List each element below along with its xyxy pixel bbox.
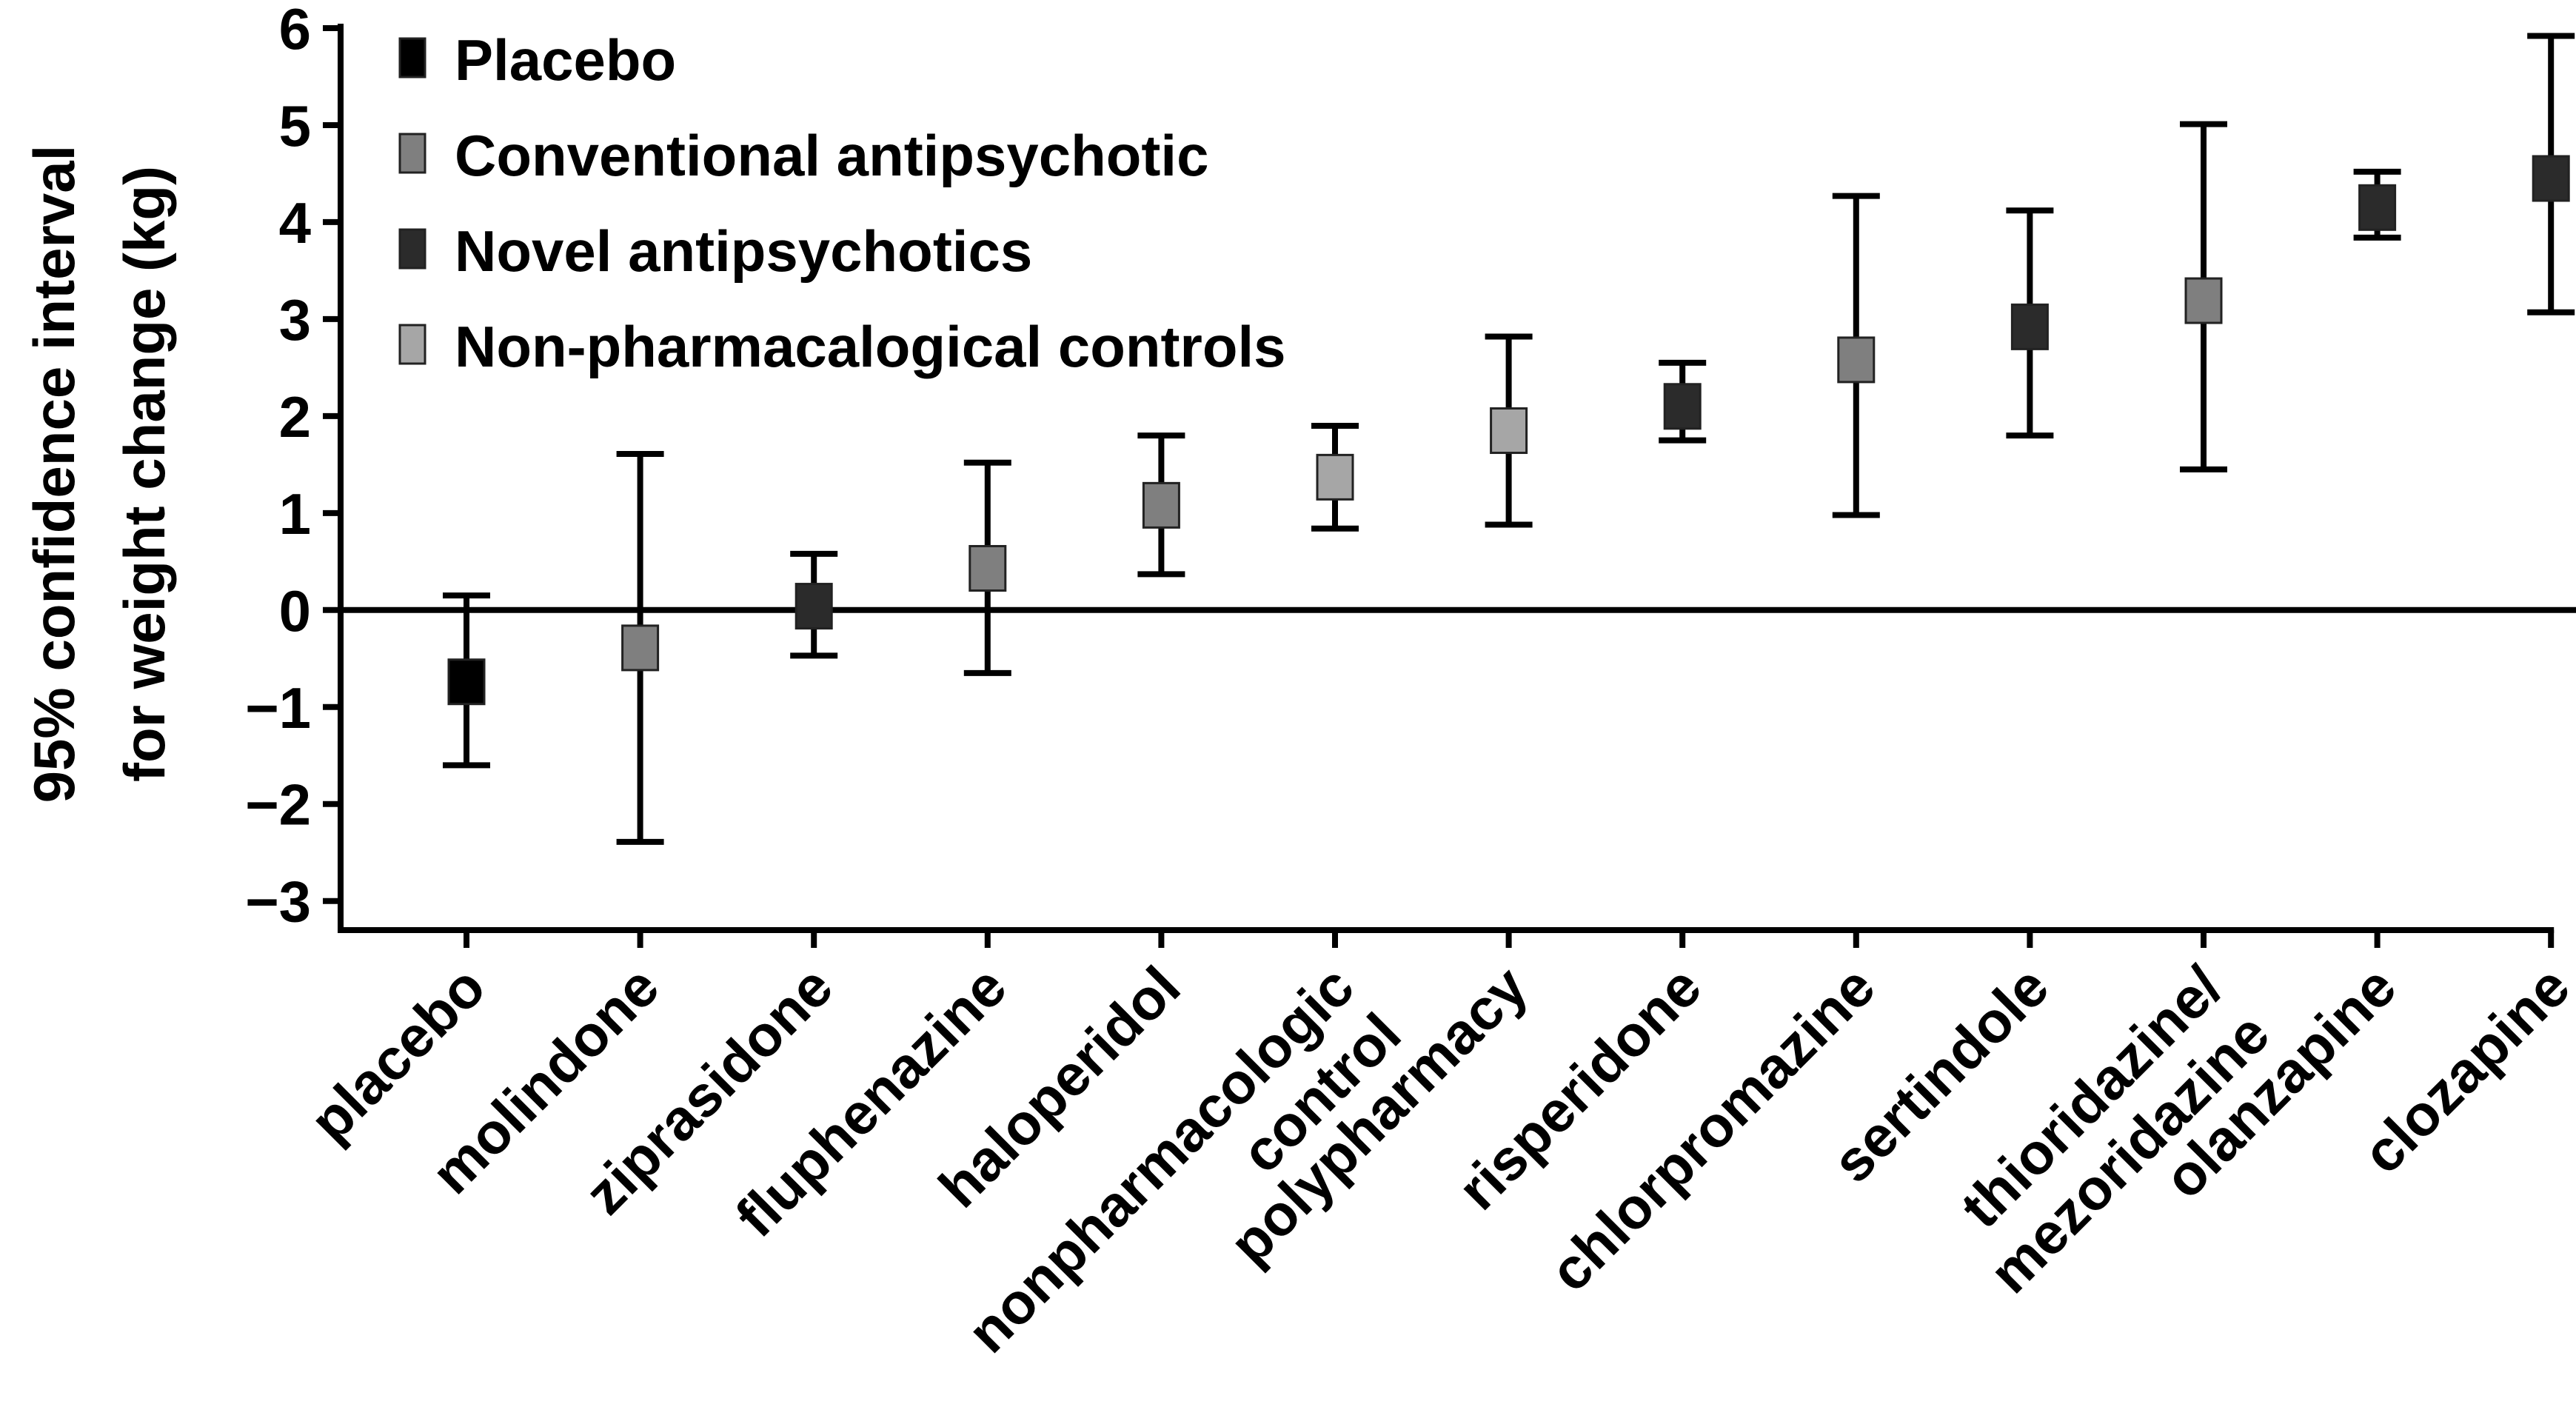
y-tick-label: 2 bbox=[279, 384, 311, 449]
y-tick-label: 6 bbox=[279, 0, 311, 61]
legend-label: Novel antipsychotics bbox=[455, 218, 1032, 284]
point bbox=[1837, 336, 1876, 384]
legend-label: Conventional antipsychotic bbox=[455, 123, 1208, 188]
point bbox=[2010, 303, 2049, 350]
y-axis-label: for weight change (kg) bbox=[112, 166, 177, 782]
y-tick-label: 5 bbox=[279, 93, 311, 158]
x-tick-label-line: chlorpromazine bbox=[1537, 954, 1887, 1304]
y-tick-label: −2 bbox=[245, 772, 311, 838]
point bbox=[447, 658, 486, 706]
point bbox=[1316, 453, 1354, 501]
point bbox=[968, 544, 1007, 592]
x-tick-label: chlorpromazine bbox=[1537, 954, 1887, 1304]
y-axis-label: 95% confidence interval bbox=[21, 145, 87, 803]
point bbox=[1490, 407, 1528, 455]
y-tick-label: 3 bbox=[279, 287, 311, 352]
legend-swatch bbox=[398, 133, 426, 174]
legend-swatch bbox=[398, 228, 426, 270]
point bbox=[621, 624, 660, 672]
y-tick-label: 4 bbox=[279, 190, 311, 255]
point bbox=[2184, 277, 2223, 324]
y-tick-label: 1 bbox=[279, 481, 311, 547]
point bbox=[1663, 383, 1702, 430]
legend-label: Non-pharmacalogical controls bbox=[455, 314, 1286, 379]
y-tick-label: −1 bbox=[245, 675, 311, 741]
point bbox=[2358, 184, 2397, 231]
y-tick-label: −3 bbox=[245, 869, 311, 935]
point bbox=[2532, 155, 2570, 202]
y-tick-label: 0 bbox=[279, 578, 311, 644]
legend-swatch bbox=[398, 324, 426, 365]
point bbox=[794, 583, 833, 630]
legend-label: Placebo bbox=[455, 27, 676, 93]
point bbox=[1142, 481, 1180, 529]
legend-swatch bbox=[398, 37, 426, 78]
